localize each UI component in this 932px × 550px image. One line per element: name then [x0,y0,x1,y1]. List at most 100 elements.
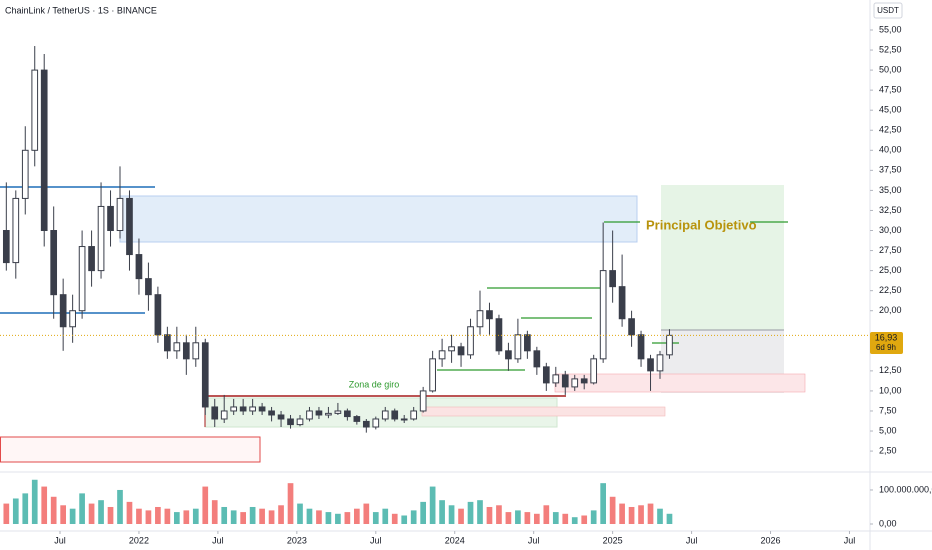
chart-title: ChainLink / TetherUS · 1S · BINANCE [5,5,157,15]
volume-bar [174,512,180,524]
candle-body [315,410,323,416]
candle-body [476,310,484,328]
currency-box [873,2,903,19]
volume-bar [581,515,588,524]
volume-bar [382,508,389,524]
volume-bar [448,505,455,524]
y-tick-label: 30,00 [879,225,902,235]
volume-bar [22,493,29,524]
volume-bar [145,510,152,524]
x-tick-label: 2023 [287,535,307,545]
candle-body [344,410,351,418]
candle-body [533,350,541,368]
volume-bar [354,508,360,524]
volume-bar [344,512,351,524]
candle-body [448,346,455,352]
volume-bar [117,489,123,524]
volume-bar [552,512,559,524]
volume-bar [410,510,417,524]
candle-body [164,334,171,352]
candle-body [495,318,503,352]
price-label-box [870,332,903,354]
candle-body [400,418,408,421]
y-tick-label: 37,50 [879,165,902,175]
y-tick-label: 40,00 [879,145,902,155]
candle-body [666,334,673,356]
volume-bar [372,512,379,524]
candle-body [381,410,389,420]
marks: 2,50 5,00 7,50 10,00 12,50 20,00 22,50 25,00 27,… [0,24,932,545]
candle-body [107,205,114,232]
x-tick-label: 2022 [129,535,149,545]
volume-bar [136,508,142,524]
x-tick-label: Jul [212,535,224,545]
volume-bar [439,500,445,524]
candle-body [571,378,579,388]
candle-body [457,346,465,356]
candle-body [154,294,162,336]
candle-body [580,378,588,384]
volume-bar [79,493,85,524]
volume-bar [609,496,616,524]
y-tick-label: 52,50 [879,44,902,54]
y-tick-label: 42,50 [879,125,902,135]
candle-body [192,342,200,360]
y-tick-label: 2,50 [879,445,897,455]
candle-body [201,342,209,408]
volume-bar [12,498,19,524]
volume-bar [619,503,625,524]
y-tick-label: 55,00 [879,24,902,34]
volume-bar [458,508,464,524]
candle-body [505,350,512,360]
candle-body [220,410,228,420]
candle-body [296,418,304,426]
y-tick-label: 35,00 [879,185,902,195]
x-tick-label: 2024 [445,535,465,545]
candle-body [647,358,654,372]
volume-bar [562,513,569,524]
volume-bar [107,506,114,524]
candle-body [419,390,427,412]
volume-bar [155,506,161,524]
y-tick-label: 22,50 [879,285,902,295]
candle-body [230,406,238,412]
candle-body [40,69,48,232]
x-tick-label: Jul [528,535,540,545]
volume-bar [3,503,10,524]
candle-body [258,406,266,412]
candle-body [268,410,275,416]
candle-body [12,197,20,264]
candle-body [391,410,399,420]
volume-bar [477,500,483,524]
volume-bar [268,510,275,524]
y-tick-label: 45,00 [879,105,902,115]
candle-body [438,350,446,360]
x-tick-label: 2025 [603,535,623,545]
candle-body [78,246,86,312]
volume-bar [50,496,57,524]
volume-bar [88,503,95,524]
y-tick-label: 10,00 [879,385,902,395]
candle-body [88,246,95,272]
candle-body [524,334,531,352]
candle-body [182,342,190,360]
candle-body [599,270,607,360]
x-tick-label: Jul [370,535,382,545]
candle-body [50,230,58,296]
y-tick-label: 7,50 [879,405,897,415]
candle-body [126,197,133,256]
volume-tick-label: 100.000.000,00 [879,484,932,494]
last-price-label: 16,93 [875,332,898,342]
candle-body [372,418,380,428]
x-tick-label: Jul [844,535,856,545]
volume-bar [666,513,673,524]
volume-bar [192,508,199,524]
x-tick-label: 2026 [761,535,781,545]
candle-body [429,358,436,392]
candle-body [561,374,569,388]
candle-body [353,416,361,422]
volume-bar [316,510,322,524]
volume-bar [278,505,284,524]
candle-body [306,410,313,420]
